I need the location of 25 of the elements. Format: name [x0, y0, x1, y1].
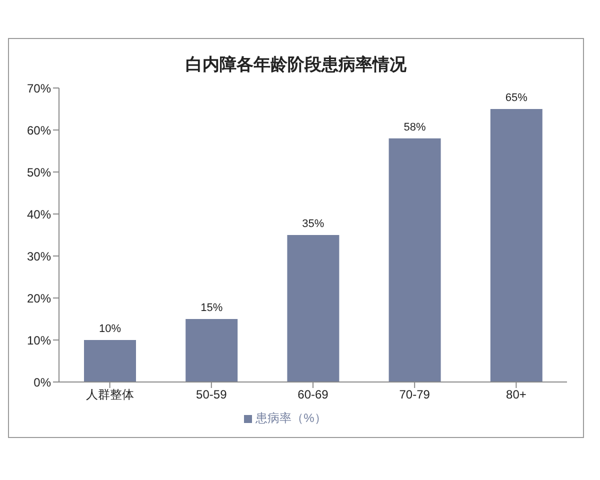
bar: [490, 109, 542, 382]
x-tick-label: 80+: [506, 388, 526, 402]
bar: [84, 340, 136, 382]
bar: [388, 138, 441, 382]
y-tick-label: 10%: [26, 333, 52, 348]
data-label: 35%: [302, 218, 324, 230]
x-tick-label: 70-79: [399, 388, 430, 402]
y-tick-label: 30%: [26, 249, 52, 264]
y-tick-label: 0%: [34, 375, 52, 390]
chart-title: 白内障各年龄阶段患病率情况: [184, 54, 408, 76]
x-tick-label: 人群整体: [86, 388, 134, 402]
x-tick-label: 60-69: [298, 388, 329, 402]
bar: [287, 235, 340, 382]
y-tick-label: 60%: [26, 123, 52, 138]
y-tick-label: 20%: [26, 291, 52, 306]
y-tick-label: 70%: [26, 81, 52, 96]
y-tick-label: 50%: [26, 165, 52, 180]
data-label: 65%: [505, 92, 528, 104]
bar: [186, 319, 238, 382]
y-tick-label: 40%: [26, 207, 52, 222]
x-tick-label: 50-59: [196, 388, 228, 402]
data-label: 58%: [404, 121, 426, 134]
data-label: 10%: [98, 323, 122, 335]
data-label: 15%: [200, 302, 223, 314]
legend-label: 患病率（%）: [256, 411, 326, 425]
